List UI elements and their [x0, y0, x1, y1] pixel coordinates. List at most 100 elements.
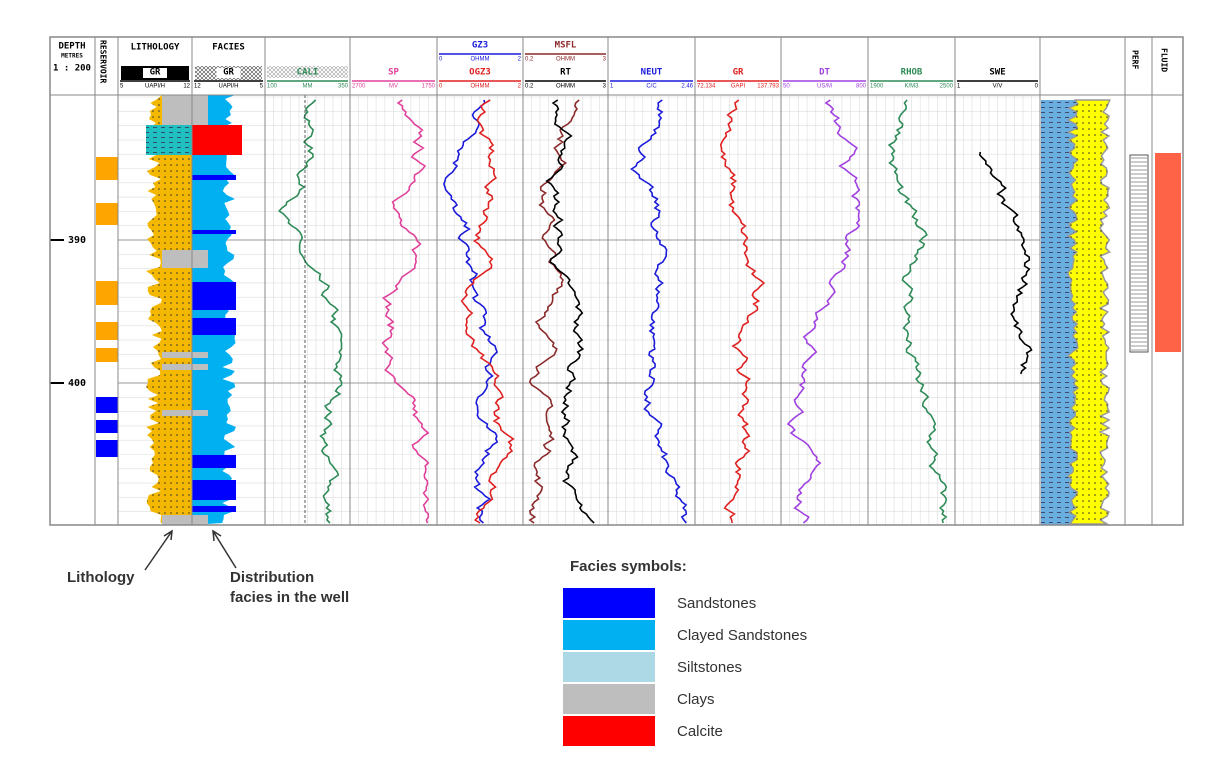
reservoir-zone — [96, 157, 118, 180]
calcite-facies — [192, 125, 242, 155]
legend-label: Siltstones — [677, 659, 742, 676]
curve-name: GR — [223, 68, 234, 78]
curve-name: GR — [150, 68, 161, 78]
curve-name: GR — [733, 68, 744, 78]
log-curve — [460, 99, 515, 524]
depth-label: 390 — [68, 235, 86, 246]
clay-band — [162, 352, 208, 358]
reservoir-zone — [96, 281, 118, 305]
scale-max: 2.46 — [681, 84, 693, 90]
reservoir-zone — [96, 203, 118, 225]
facies-sandstone — [192, 175, 236, 180]
scale-min: 1 — [957, 84, 961, 90]
lithology-dots — [146, 95, 192, 525]
scale-min: 100 — [267, 84, 278, 90]
log-curve — [719, 99, 766, 524]
clay-band — [162, 250, 208, 268]
legend-swatch — [563, 588, 655, 618]
curve-name: CALI — [297, 68, 319, 78]
clay-band — [162, 364, 208, 370]
curve-name: RT — [560, 68, 571, 78]
legend-swatch — [563, 716, 655, 746]
scale-min: 5 — [120, 84, 124, 90]
facies-sandstone — [192, 506, 236, 512]
scale-unit: OHMM — [556, 57, 575, 63]
fluid-zone — [1155, 153, 1181, 352]
log-body: 390 400 — [50, 95, 1181, 525]
scale-max: 2 — [518, 84, 522, 90]
gr-label-bg — [143, 68, 167, 78]
annotation-arrow — [144, 529, 237, 571]
scale-max: 800 — [856, 84, 867, 90]
log-curve — [978, 151, 1033, 375]
scale-min: 72.134 — [697, 84, 716, 90]
legend-label: Clays — [677, 691, 715, 708]
gr-label-bg — [216, 68, 241, 78]
legend-label: Sandstones — [677, 595, 756, 612]
scale-min: 1 — [610, 84, 614, 90]
scale-unit: US/M — [817, 84, 832, 90]
scale-max: 5 — [260, 84, 264, 90]
scale-min: 0.2 — [525, 57, 534, 63]
facies-sandstone — [192, 455, 236, 468]
facies-sandstone — [192, 318, 236, 335]
facies-sandstone — [192, 230, 236, 234]
cali-hatch — [267, 66, 348, 78]
depth-unit: METRES — [61, 53, 83, 60]
annotation: facies in the well — [230, 589, 349, 606]
scale-unit: OHMM — [471, 84, 490, 90]
log-curve — [887, 99, 948, 524]
legend: Sandstones Clayed Sandstones Siltstones Cla… — [563, 588, 807, 746]
reservoir-zone — [96, 322, 118, 340]
depth-title: DEPTH — [58, 42, 85, 52]
scale-max: 2 — [518, 57, 522, 63]
scale-max: 1750 — [422, 84, 436, 90]
facies-sandstone — [192, 480, 236, 500]
scale-max: 2500 — [940, 84, 954, 90]
annotation: Distribution — [230, 569, 314, 586]
scale-max: 350 — [338, 84, 349, 90]
scale-min: 2700 — [352, 84, 366, 90]
perf-zone — [1129, 154, 1149, 353]
log-curve — [381, 99, 430, 524]
scale-unit: K/M3 — [904, 84, 919, 90]
log-header: DEPTH METRES 1 : 200 RESERVOIR PERF FLUI… — [49, 36, 1184, 526]
log-curve — [630, 99, 688, 524]
curve-name: SWE — [989, 68, 1005, 78]
clay-band — [162, 410, 208, 416]
reservoir-title: RESERVOIR — [99, 40, 108, 84]
hydrocarbon-dots — [1068, 100, 1110, 524]
legend-title: Facies symbols: — [570, 558, 687, 575]
scale-min: 12 — [194, 84, 201, 90]
scale-unit: GAPI — [731, 84, 746, 90]
scale-unit: OHMM — [556, 84, 575, 90]
scale-min: 0 — [439, 84, 443, 90]
track-title: FACIES — [212, 43, 245, 53]
scale-max: 12 — [183, 84, 190, 90]
scale-max: 0 — [1035, 84, 1039, 90]
frame — [49, 36, 1184, 526]
scale-unit: V/V — [993, 84, 1003, 90]
curve-name: GZ3 — [472, 41, 488, 51]
curve-name: DT — [819, 68, 830, 78]
scale-unit: MM — [303, 84, 313, 90]
scale-unit: OHMM — [471, 57, 490, 63]
log-curve — [443, 99, 499, 524]
scale-max: 137.793 — [757, 84, 779, 90]
reservoir-zone — [96, 440, 118, 457]
fluid-title: FLUID — [1160, 48, 1169, 72]
legend-swatch — [563, 620, 655, 650]
reservoir-zone — [96, 397, 118, 413]
log-curve — [545, 99, 595, 524]
legend-swatch — [563, 652, 655, 682]
scale-min: 1900 — [870, 84, 884, 90]
perf-title: PERF — [1131, 50, 1140, 69]
scale-min: 0.2 — [525, 84, 534, 90]
reservoir-zone — [96, 348, 118, 362]
clay-band — [162, 95, 208, 125]
legend-swatch — [563, 684, 655, 714]
legend-label: Calcite — [677, 723, 723, 740]
scale-max: 3 — [603, 57, 607, 63]
facies-sandstone — [192, 282, 236, 310]
